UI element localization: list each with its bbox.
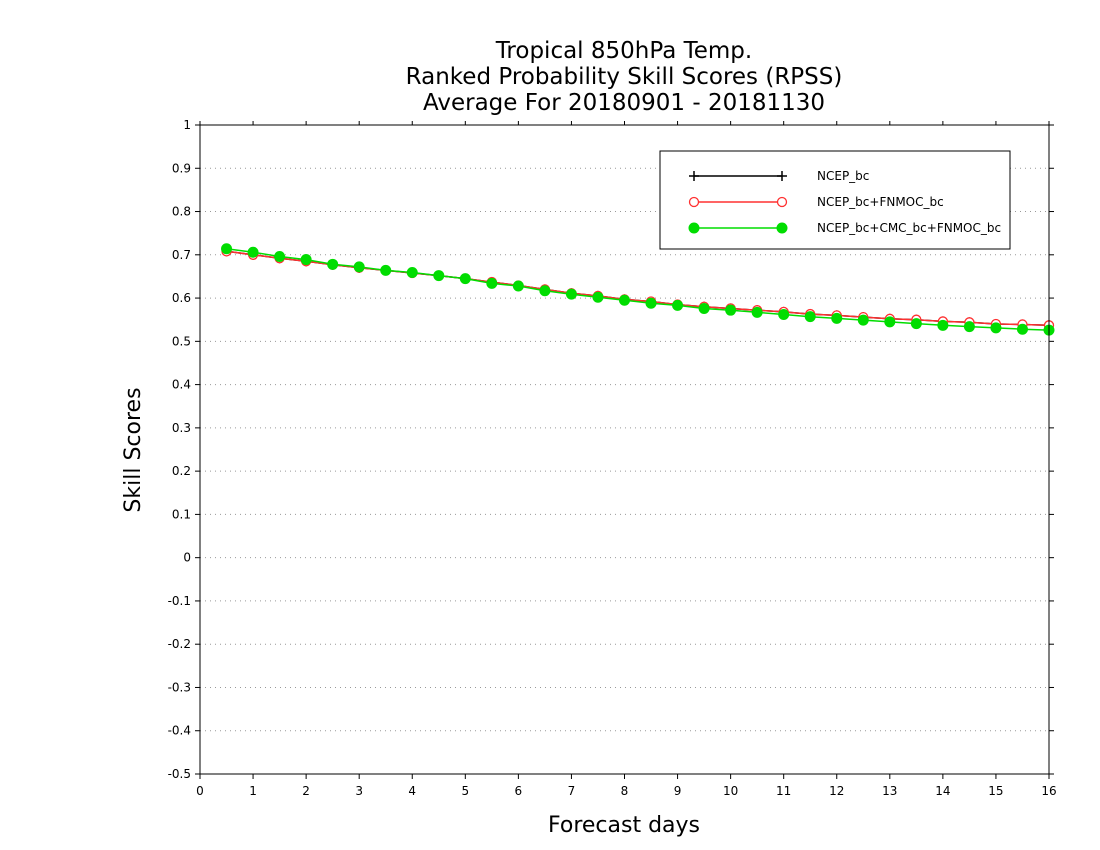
- data-point: [380, 264, 392, 276]
- legend-marker-start: [688, 196, 700, 208]
- plot-frame: [199, 124, 1050, 775]
- title-line-3: Average For 20180901 - 20181130: [423, 90, 825, 116]
- y-tick-label: -0.5: [168, 767, 191, 781]
- x-tick-label: 12: [829, 784, 844, 798]
- x-tick-label: 11: [776, 784, 791, 798]
- legend-label: NCEP_bc+FNMOC_bc: [817, 195, 944, 209]
- x-tick-label: 1: [249, 784, 257, 798]
- data-point: [751, 306, 763, 318]
- y-tick-label: -0.1: [168, 594, 191, 608]
- y-tick-label: -0.4: [168, 724, 191, 738]
- data-point: [990, 322, 1002, 334]
- title-line-1: Tropical 850hPa Temp.: [495, 38, 752, 64]
- x-tick-label: 2: [302, 784, 310, 798]
- data-point: [831, 312, 843, 324]
- y-tick-label: 0.7: [172, 248, 191, 262]
- data-point: [247, 246, 259, 258]
- series-line: [226, 250, 1050, 327]
- data-point: [486, 277, 498, 289]
- legend-marker-end: [776, 196, 788, 208]
- y-tick-label: 0.2: [172, 464, 191, 478]
- data-point: [725, 304, 737, 316]
- data-point: [698, 302, 710, 314]
- x-tick-label: 13: [882, 784, 897, 798]
- y-tick-label: 0.6: [172, 291, 191, 305]
- data-point: [672, 299, 684, 311]
- data-point: [592, 291, 604, 303]
- y-tick-label: -0.2: [168, 637, 191, 651]
- data-point: [459, 273, 471, 285]
- data-point: [274, 251, 286, 263]
- title-line-2: Ranked Probability Skill Scores (RPSS): [406, 64, 843, 90]
- x-tick-label: 9: [674, 784, 682, 798]
- series-line: [226, 250, 1050, 327]
- data-point: [910, 318, 922, 330]
- y-tick-label: 0.9: [172, 161, 191, 175]
- x-tick-label: 0: [196, 784, 204, 798]
- axis-ticks: -0.5 -0.4 -0.3 -0.2 -0.1 0 0.1 0.2 0.3 0.4 0.5 0.6 0…: [168, 118, 1057, 798]
- data-point: [300, 254, 312, 266]
- data-point: [778, 309, 790, 321]
- y-tick-label: 0.1: [172, 507, 191, 521]
- data-point: [433, 270, 445, 282]
- legend-marker-start: [688, 222, 700, 234]
- x-axis-label: Forecast days: [548, 813, 700, 838]
- series-2: [221, 246, 1055, 331]
- y-axis-label: Skill Scores: [121, 387, 146, 512]
- data-point: [937, 319, 949, 331]
- data-point: [1016, 323, 1028, 335]
- legend-marker-start: [689, 171, 699, 181]
- series-lines: [221, 243, 1055, 336]
- data-point: [963, 321, 975, 333]
- x-tick-label: 6: [515, 784, 523, 798]
- x-tick-label: 16: [1041, 784, 1056, 798]
- legend-entry: NCEP_bc+CMC_bc+FNMOC_bc: [688, 221, 1001, 235]
- y-tick-label: 1: [183, 118, 191, 132]
- x-tick-label: 15: [988, 784, 1003, 798]
- x-tick-label: 10: [723, 784, 738, 798]
- x-tick-label: 14: [935, 784, 950, 798]
- legend-box: [659, 150, 1011, 250]
- y-tick-label: 0.4: [172, 378, 191, 392]
- grid: [200, 167, 1049, 732]
- chart-title: Tropical 850hPa Temp. Ranked Probability…: [406, 38, 843, 116]
- data-point: [565, 288, 577, 300]
- legend-entry: NCEP_bc: [689, 169, 869, 183]
- y-tick-label: -0.3: [168, 680, 191, 694]
- data-point: [857, 314, 869, 326]
- x-tick-label: 4: [408, 784, 416, 798]
- y-tick-label: 0: [183, 551, 191, 565]
- x-tick-label: 3: [355, 784, 363, 798]
- data-point: [512, 280, 524, 292]
- legend: NCEP_bc NCEP_bc+FNMOC_bc NCEP_bc+CMC_bc+FN…: [659, 150, 1011, 250]
- legend-marker-end: [776, 222, 788, 234]
- series-1: [221, 246, 1054, 331]
- y-tick-label: 0.5: [172, 334, 191, 348]
- legend-label: NCEP_bc+CMC_bc+FNMOC_bc: [817, 221, 1001, 235]
- y-tick-label: 0.8: [172, 205, 191, 219]
- data-point: [804, 311, 816, 323]
- y-tick-label: 0.3: [172, 421, 191, 435]
- legend-marker-end: [777, 171, 787, 181]
- legend-entry: NCEP_bc+FNMOC_bc: [688, 195, 944, 209]
- data-point: [645, 297, 657, 309]
- legend-items: NCEP_bc NCEP_bc+FNMOC_bc NCEP_bc+CMC_bc+FN…: [688, 169, 1001, 235]
- series-line: [226, 247, 1050, 331]
- data-point: [406, 267, 418, 279]
- data-point: [884, 316, 896, 328]
- x-tick-label: 8: [621, 784, 629, 798]
- legend-label: NCEP_bc: [817, 169, 869, 183]
- data-point: [539, 285, 551, 297]
- data-point: [327, 258, 339, 270]
- x-tick-label: 7: [568, 784, 576, 798]
- data-point: [221, 243, 233, 255]
- data-point: [353, 261, 365, 273]
- data-point: [619, 294, 630, 306]
- x-tick-label: 5: [461, 784, 469, 798]
- series-3: [221, 243, 1055, 336]
